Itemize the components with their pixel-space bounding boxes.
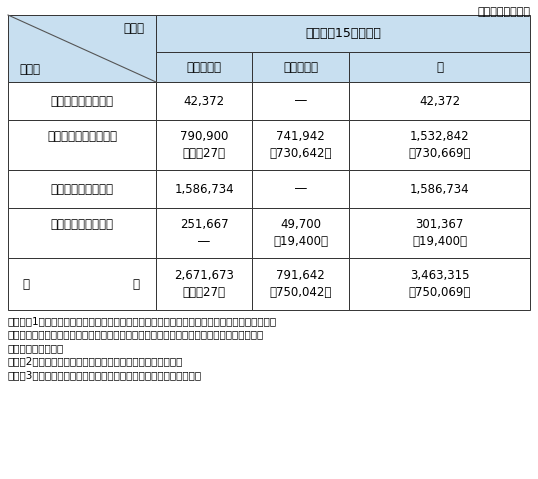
Text: ［19,400］: ［19,400］ [412,235,467,248]
Text: ［750,042］: ［750,042］ [270,286,332,299]
Text: ［　　27］: ［ 27］ [182,147,225,160]
Bar [156,208,252,258]
Text: 災　　害　　予　　防: 災 害 予 防 [47,130,117,143]
Bar [252,82,349,120]
Text: 1,532,842: 1,532,842 [410,130,469,143]
Bar [156,170,252,208]
Bar [8,258,156,310]
Text: 301,367: 301,367 [415,218,464,231]
Bar [8,15,156,82]
Text: ［730,669］: ［730,669］ [408,147,471,160]
Text: （単位：百万円）: （単位：百万円） [477,7,530,17]
Text: ―: ― [198,235,210,248]
Text: 計: 計 [132,277,139,290]
Text: 3　単位未満四捨五入のため合計と一致しないところがある。: 3 単位未満四捨五入のため合計と一致しないところがある。 [8,370,202,380]
Text: ［750,069］: ［750,069］ [408,286,471,299]
Text: 一般会計と特別会計との間及び政府関係機関との間の重複計数を除いて集計したも: 一般会計と特別会計との間及び政府関係機関との間の重複計数を除いて集計したも [8,330,264,340]
Text: ―: ― [295,182,306,195]
Bar [252,258,349,310]
Text: 42,372: 42,372 [183,94,224,107]
Bar [8,170,156,208]
Bar [252,208,349,258]
Bar [156,82,252,120]
Bar [252,52,349,82]
Text: （注）、1　政府の当初予算における防災関係予算額等を各項目ごとに百万円未満四捨五入し，: （注）、1 政府の当初予算における防災関係予算額等を各項目ごとに百万円未満四捨五… [8,316,277,326]
Text: 2　［　］は，政府関係機関の予算額等で内数である。: 2 ［ ］は，政府関係機関の予算額等で内数である。 [8,356,183,366]
Text: 区　分: 区 分 [124,22,145,34]
Bar [349,52,530,82]
Bar [8,120,156,170]
Text: 国　土　　保　　全: 国 土 保 全 [51,182,114,195]
Text: 49,700: 49,700 [280,218,321,231]
Bar [252,120,349,170]
Text: 合: 合 [23,277,30,290]
Text: 42,372: 42,372 [419,94,460,107]
Bar [156,120,252,170]
Bar [349,82,530,120]
Bar [349,170,530,208]
Bar [156,258,252,310]
Text: ［　　27］: ［ 27］ [182,286,225,299]
Bar [8,82,156,120]
Bar [349,120,530,170]
Text: 3,463,315: 3,463,315 [410,269,469,282]
Text: 計: 計 [436,60,443,73]
Text: 災　害　復　旧　等: 災 害 復 旧 等 [51,218,114,231]
Bar [349,258,530,310]
Text: 平　成　15　年　度: 平 成 15 年 度 [305,27,381,40]
Bar [156,52,252,82]
Text: 790,900: 790,900 [180,130,228,143]
Text: ―: ― [295,94,306,107]
Text: 予　算　額: 予 算 額 [187,60,222,73]
Text: ［19,400］: ［19,400］ [273,235,328,248]
Bar [349,208,530,258]
Text: 1,586,734: 1,586,734 [410,182,469,195]
Text: 741,942: 741,942 [276,130,325,143]
Bar [156,15,530,52]
Text: 791,642: 791,642 [276,269,325,282]
Text: 2,671,673: 2,671,673 [174,269,234,282]
Bar [252,170,349,208]
Text: 項　目: 項 目 [19,62,40,76]
Text: 融　資　額: 融 資 額 [283,60,318,73]
Text: 251,667: 251,667 [180,218,228,231]
Text: ［730,642］: ［730,642］ [269,147,332,160]
Text: のである。: のである。 [8,343,64,353]
Text: 科　学技術の研　究: 科 学技術の研 究 [51,94,114,107]
Bar [8,208,156,258]
Text: 1,586,734: 1,586,734 [174,182,234,195]
